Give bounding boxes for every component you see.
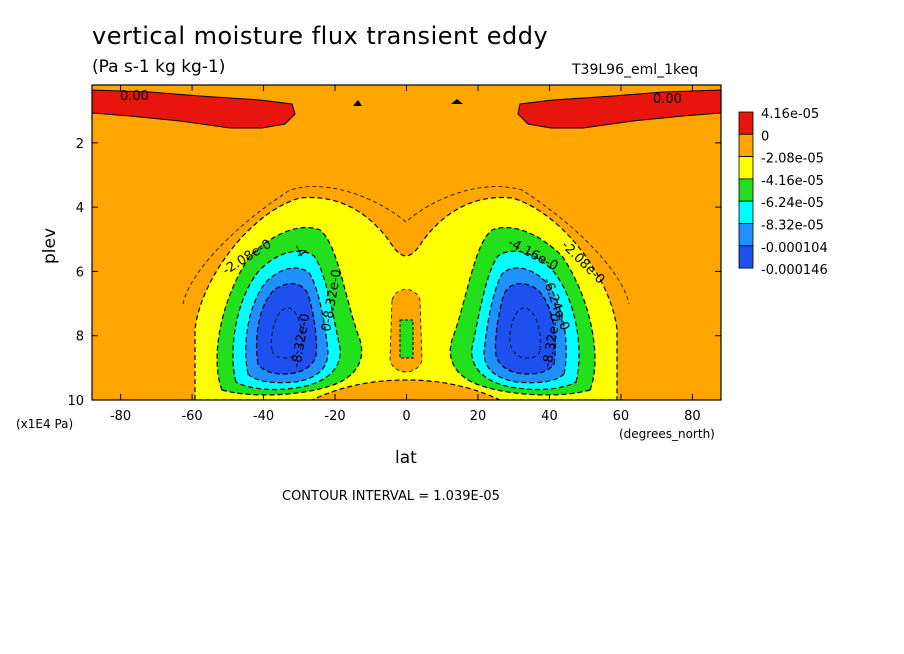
x-axis-units: (degrees_north) [619,427,715,441]
contour-interval: CONTOUR INTERVAL = 1.039E-05 [282,489,500,504]
legend-label: -0.000146 [761,263,828,278]
positive-region-left [92,89,296,129]
legend-label: 0 [761,129,769,144]
legend-swatch [738,245,754,269]
y-axis-units: (x1E4 Pa) [16,417,73,431]
x-tick-label: -20 [324,409,345,424]
x-tick-label: -40 [253,409,274,424]
y-axis-label: plev [40,228,60,264]
y-tick-label: 6 [76,265,84,280]
legend-swatch [738,178,754,202]
x-axis: -80 -60 -40 -20 0 20 40 60 80 [110,85,701,424]
legend-swatch [738,223,754,247]
x-tick-label: -80 [110,409,131,424]
band-dark-blue [255,283,318,375]
positive-region-right [517,89,721,129]
x-tick-label: 20 [470,409,487,424]
legend-label: -4.16e-05 [761,174,824,189]
x-tick-label: 60 [613,409,630,424]
color-legend: 4.16e-05 0 -2.08e-05 -4.16e-05 -6.24e-05 -8.3… [738,107,828,278]
legend-label: -6.24e-05 [761,196,824,211]
y-tick-label: 8 [76,330,84,345]
x-tick-label: -60 [181,409,202,424]
contour-line [509,307,541,359]
contour-line [182,186,630,305]
x-axis-label: lat [395,448,417,468]
x-tick-label: 0 [402,409,410,424]
dataset-label: T39L96_eml_1keq [572,62,699,78]
legend-label: -0.000104 [761,241,828,256]
band-dark-blue [494,283,557,375]
y-tick-label: 4 [76,201,84,216]
contour-line [271,307,303,359]
band-green [399,319,414,359]
y-axis: 2 4 6 8 10 [67,137,721,409]
chart-units: (Pa s-1 kg kg-1) [92,57,226,77]
contour-label: 0.00 [120,89,149,104]
y-tick-label: 10 [67,394,84,409]
legend-swatch [738,111,754,135]
legend-swatch [738,133,754,158]
contour-label: 0.00 [653,92,682,107]
x-tick-label: 80 [684,409,701,424]
legend-label: -2.08e-05 [761,152,824,167]
legend-swatch [738,156,754,180]
x-tick-label: 40 [541,409,558,424]
positive-spot [353,100,362,106]
positive-spot [451,99,463,104]
legend-swatch [738,200,754,224]
y-tick-label: 2 [76,137,84,152]
legend-label: 4.16e-05 [761,107,819,122]
chart-title: vertical moisture flux transient eddy [92,22,549,50]
legend-label: -8.32e-05 [761,219,824,234]
